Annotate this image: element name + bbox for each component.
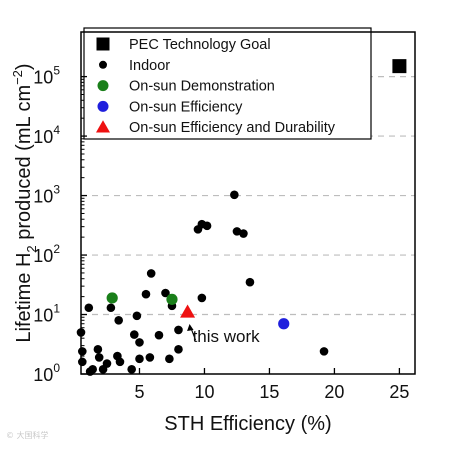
indoor-point — [132, 311, 142, 321]
indoor-point — [114, 315, 123, 325]
indoor-point — [88, 364, 97, 374]
indoor-point — [77, 357, 87, 367]
on-sun-efficiency-point — [97, 100, 109, 112]
indoor-point — [245, 277, 255, 287]
axis-ticks: 100 101 102 103 104 105 5 10 15 20 25 — [33, 64, 409, 402]
indoor-point — [93, 345, 103, 354]
y-tick-label: 105 — [33, 64, 60, 88]
on-sun-demonstration-point — [97, 80, 109, 92]
legend-entry-pec-technology-goal: PEC Technology Goal — [129, 37, 271, 53]
pec-technology-goal-point — [392, 59, 407, 74]
indoor-point — [127, 364, 136, 374]
indoor-point — [84, 303, 94, 313]
x-tick-label: 20 — [324, 382, 344, 402]
indoor-point — [141, 289, 151, 299]
indoor-point — [319, 347, 329, 356]
legend-entry-on-sun-demonstration: On-sun Demonstration — [129, 79, 275, 95]
legend: PEC Technology Goal Indoor On-sun Demonstr… — [83, 27, 372, 140]
on-sun-demonstration-point — [166, 293, 178, 305]
indoor-point — [129, 330, 139, 339]
indoor-point — [239, 229, 248, 238]
indoor-point — [106, 303, 116, 313]
indoor-point — [154, 330, 164, 340]
x-tick-label: 10 — [194, 382, 214, 402]
annotation-label: this work — [193, 327, 261, 346]
y-axis-title: Lifetime H2 produced (mL cm−2) — [10, 63, 39, 342]
x-tick-label: 5 — [134, 382, 144, 402]
legend-entry-on-sun-efficiency-and-durability: On-sun Efficiency and Durability — [129, 120, 336, 136]
on-sun-efficiency-and-durability-point — [96, 120, 110, 133]
indoor-point — [161, 288, 170, 298]
y-tick-label: 100 — [33, 361, 60, 385]
indoor-point — [135, 338, 144, 347]
y-tick-label: 101 — [33, 302, 60, 326]
indoor-point — [232, 227, 242, 236]
x-tick-label: 25 — [389, 382, 409, 402]
on-sun-efficiency-and-durability-point — [180, 304, 196, 318]
legend-box — [83, 27, 372, 140]
indoor-point — [146, 269, 156, 278]
on-sun-efficiency-point — [278, 318, 290, 330]
on-sun-demonstration-point — [106, 292, 118, 304]
legend-entry-indoor: Indoor — [129, 58, 170, 74]
y-tick-label: 102 — [33, 242, 60, 266]
annotation-this-work: this work — [187, 324, 260, 346]
x-axis-title: STH Efficiency (%) — [164, 413, 331, 435]
data-points — [76, 59, 407, 376]
indoor-point — [99, 60, 107, 69]
indoor-point — [174, 325, 183, 335]
watermark: © 大国科学 — [6, 431, 49, 440]
indoor-point — [102, 359, 112, 368]
indoor-point — [77, 347, 87, 356]
indoor-point — [202, 221, 212, 231]
annotation-arrowhead — [187, 324, 194, 332]
plot-frame — [80, 31, 416, 375]
pec-technology-goal-point — [96, 37, 110, 51]
x-tick-label: 15 — [259, 382, 279, 402]
legend-entry-on-sun-efficiency: On-sun Efficiency — [129, 99, 243, 115]
y-tick-label: 103 — [33, 183, 60, 207]
indoor-point — [165, 354, 174, 364]
indoor-point — [174, 345, 183, 354]
indoor-point — [230, 190, 239, 200]
indoor-point — [115, 357, 125, 367]
indoor-point — [197, 293, 207, 303]
indoor-point — [135, 354, 144, 364]
indoor-point — [94, 353, 104, 362]
y-tick-label: 104 — [33, 123, 60, 147]
indoor-point — [145, 353, 155, 362]
